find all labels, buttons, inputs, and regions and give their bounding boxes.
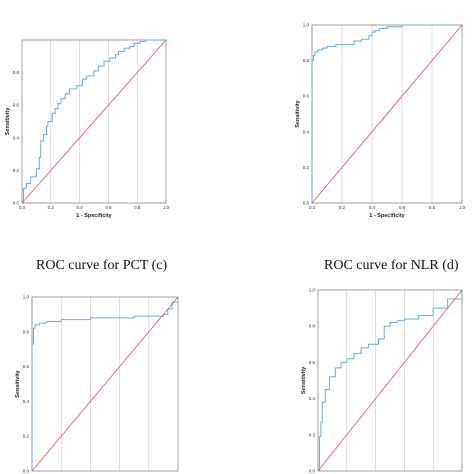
y-axis-label: Sensitivity [295, 99, 301, 127]
x-tick-label: 0.4 [369, 205, 376, 210]
y-tick-label: 0.2 [303, 165, 310, 170]
x-tick-label: 0.0 [19, 205, 26, 210]
plot-frame [21, 39, 167, 204]
y-tick-label: 0.6 [303, 94, 310, 99]
x-axis-label: 1 - Specificity [76, 213, 112, 219]
y-tick-label: 0.0 [303, 201, 310, 206]
y-tick-label: 0.4 [13, 135, 20, 140]
x-tick-label: 0.8 [429, 205, 436, 210]
y-tick-label: 0.8 [23, 329, 30, 334]
y-axis-label: Sensitivity [15, 369, 21, 397]
roc-curve [22, 39, 166, 204]
reference-line [31, 296, 179, 472]
y-tick-label: 0.8 [303, 58, 310, 63]
y-tick-label: 0.2 [13, 168, 20, 173]
y-tick-label: 0.4 [309, 396, 316, 401]
x-tick-label: 0.2 [339, 205, 346, 210]
y-tick-label: 1.0 [303, 23, 310, 28]
reference-line [317, 289, 463, 472]
y-tick-label: 1.0 [23, 295, 30, 300]
y-tick-label: 0.8 [13, 70, 20, 75]
reference-line [21, 39, 167, 204]
roc-chart-pct-c: 0.0 0.2 0.4 0.6 0.8 1.0 Sensitivity [15, 295, 179, 474]
y-tick-label: 0.0 [309, 469, 316, 474]
x-axis-label: 1 - Specificity [369, 213, 405, 219]
x-tick-label: 0.4 [76, 205, 83, 210]
x-tick-label: 0.6 [399, 205, 406, 210]
roc-curve [31, 297, 179, 471]
y-tick-label: 0.0 [23, 469, 30, 474]
y-tick-label: 0.4 [303, 129, 310, 134]
roc-curve [318, 290, 463, 472]
roc-chart-top-left: 0.0 0.2 0.4 0.6 0.8 0.0 0.2 0.4 0.6 0.8 1.0 Sensiti… [5, 39, 170, 219]
x-tick-label: 0.6 [105, 205, 112, 210]
x-tick-label: 1.0 [459, 205, 466, 210]
y-tick-label: 0.6 [309, 360, 316, 365]
caption-nlr-d: ROC curve for NLR (d) [324, 258, 459, 273]
x-tick-label: 0.8 [134, 205, 141, 210]
reference-line [311, 24, 463, 204]
roc-chart-top-right: 0.0 0.2 0.4 0.6 0.8 1.0 0.0 0.2 0.4 0.6 0.8 1.0 Sens… [295, 23, 466, 220]
y-tick-label: 0.2 [309, 432, 316, 437]
plot-frame [317, 289, 463, 472]
x-tick-label: 0.0 [309, 205, 316, 210]
y-tick-label: 0.2 [23, 434, 30, 439]
y-tick-label: 0.6 [13, 103, 20, 108]
caption-pct-c: ROC curve for PCT (c) [36, 258, 168, 273]
roc-chart-nlr-d: 0.0 0.2 0.4 0.6 0.8 1.0 Sensitivity [301, 288, 463, 474]
y-tick-label: 0.4 [23, 399, 30, 404]
y-tick-label: 0.8 [309, 324, 316, 329]
y-tick-label: 1.0 [309, 288, 316, 293]
roc-curve [311, 24, 462, 203]
y-axis-label: Sensitivity [5, 107, 11, 135]
y-axis-label: Sensitivity [301, 366, 307, 394]
x-tick-label: 0.2 [48, 205, 55, 210]
y-tick-label: 0.6 [23, 364, 30, 369]
y-tick-label: 0.0 [13, 201, 20, 206]
x-tick-label: 1.0 [163, 205, 170, 210]
